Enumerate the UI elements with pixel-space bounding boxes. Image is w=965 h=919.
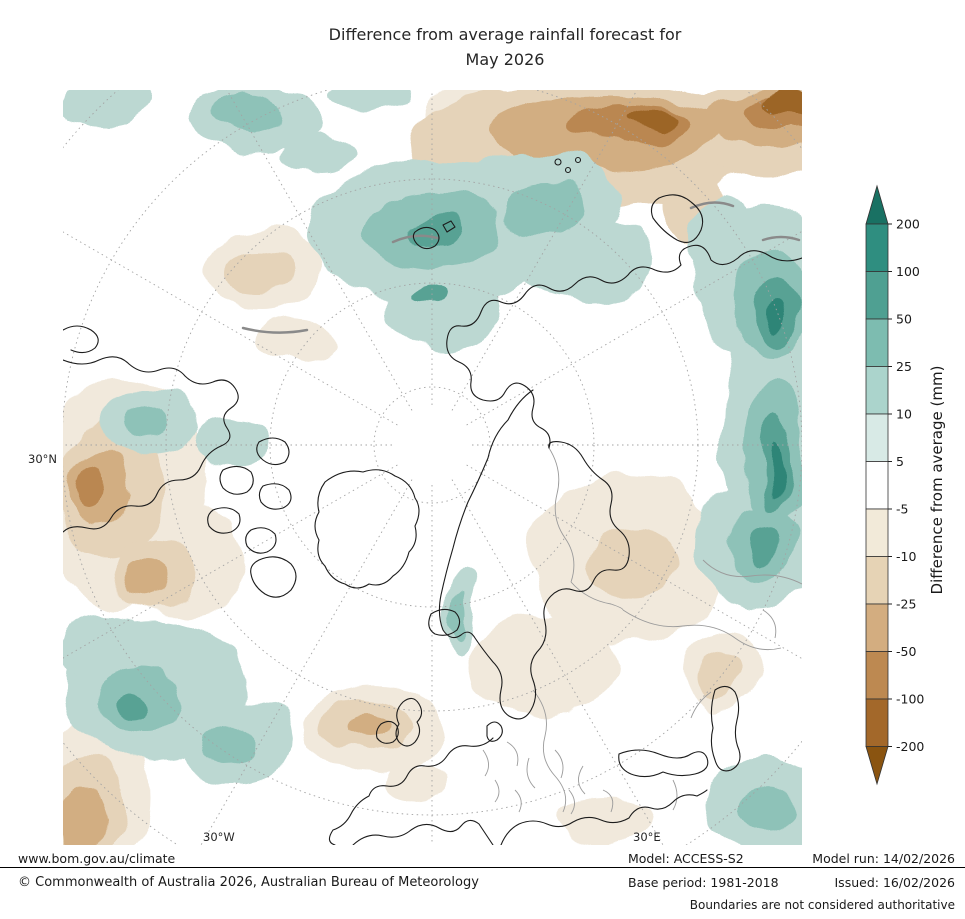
colorbar-segment (865, 223, 889, 272)
coast-ireland (375, 720, 399, 744)
coast-franz-josef-2 (564, 166, 572, 174)
coast-north-america (63, 356, 239, 533)
coast-great-britain (395, 697, 423, 747)
tick-label: 50 (896, 312, 912, 327)
coast-alaska (63, 325, 99, 354)
coast-iceland (428, 608, 461, 636)
coast-franz-josef-3 (574, 156, 582, 164)
colorbar-segment (865, 413, 889, 462)
colorbar-ticks (888, 223, 892, 747)
colorbar-segment (865, 366, 889, 415)
longitude-label-30e: 30°E (633, 830, 661, 844)
colorbar-axis-label: Difference from average (mm) (928, 366, 946, 595)
coast-scandinavia (438, 389, 630, 720)
tick-label: 25 (896, 359, 912, 374)
copyright-text: © Commonwealth of Australia 2026, Austra… (18, 875, 479, 890)
footer-divider (0, 867, 965, 868)
rainfall-anomaly-field (63, 90, 802, 845)
coast-mediterranean (352, 789, 708, 845)
bom-website-link[interactable]: www.bom.gov.au/climate (18, 851, 176, 866)
colorbar-segment (865, 603, 889, 652)
anomaly-teal-darkest (764, 302, 783, 498)
tick-label: 5 (896, 454, 904, 469)
colorbar-segment (865, 698, 889, 747)
colorbar-segment (865, 271, 889, 320)
coast-russia-arctic (446, 244, 802, 449)
tick-label: -5 (896, 502, 908, 517)
gray-boundary-segments (241, 201, 801, 334)
colorbar-segment (865, 461, 889, 510)
coast-caspian-sea (710, 685, 741, 772)
base-period-label: Base period: 1981-2018 (628, 875, 779, 890)
title-line-2: May 2026 (465, 50, 545, 69)
tick-label: 200 (896, 217, 920, 232)
coast-novaya-zemlya (650, 194, 704, 243)
colorbar-arrow-bottom (865, 746, 889, 786)
coast-west-europe (328, 737, 494, 845)
issued-label: Issued: 16/02/2026 (834, 875, 956, 890)
coast-canadian-islands (207, 437, 297, 598)
coast-svalbard (412, 226, 440, 250)
page-title: Difference from average rainfall forecas… (45, 22, 965, 72)
country-borders (482, 447, 802, 815)
tick-label: -10 (896, 549, 916, 564)
polar-rainfall-map (63, 90, 802, 845)
title-line-1: Difference from average rainfall forecas… (328, 25, 682, 44)
tick-label: -100 (896, 692, 924, 707)
coast-svalbard-2 (442, 220, 456, 233)
graticule (63, 90, 802, 845)
coast-greenland (314, 469, 420, 589)
colorbar-segment (865, 556, 889, 605)
colorbar-tick-labels: 200 100 50 25 10 5 -5 -10 -25 -50 -100 -… (896, 217, 924, 755)
anomaly-tan-darkest (631, 94, 802, 130)
tick-label: 100 (896, 264, 920, 279)
longitude-label-30w: 30°W (203, 830, 235, 844)
tick-label: -25 (896, 597, 916, 612)
coast-black-sea (618, 749, 709, 778)
tick-label: -50 (896, 644, 916, 659)
tick-label: -200 (896, 739, 924, 754)
colorbar-segment (865, 651, 889, 700)
colorbar-segment (865, 508, 889, 557)
colorbar: 200 100 50 25 10 5 -5 -10 -25 -50 -100 -… (865, 184, 946, 786)
tick-label: 10 (896, 407, 912, 422)
model-run-label: Model run: 14/02/2026 (812, 851, 955, 866)
latitude-label-30n: 30°N (28, 452, 57, 466)
colorbar-segment (865, 318, 889, 367)
coastlines (63, 156, 802, 845)
colorbar-arrow-top (865, 184, 889, 225)
coast-franz-josef-1 (554, 158, 562, 166)
model-label: Model: ACCESS-S2 (628, 851, 744, 866)
boundaries-disclaimer: Boundaries are not considered authoritat… (689, 898, 955, 912)
